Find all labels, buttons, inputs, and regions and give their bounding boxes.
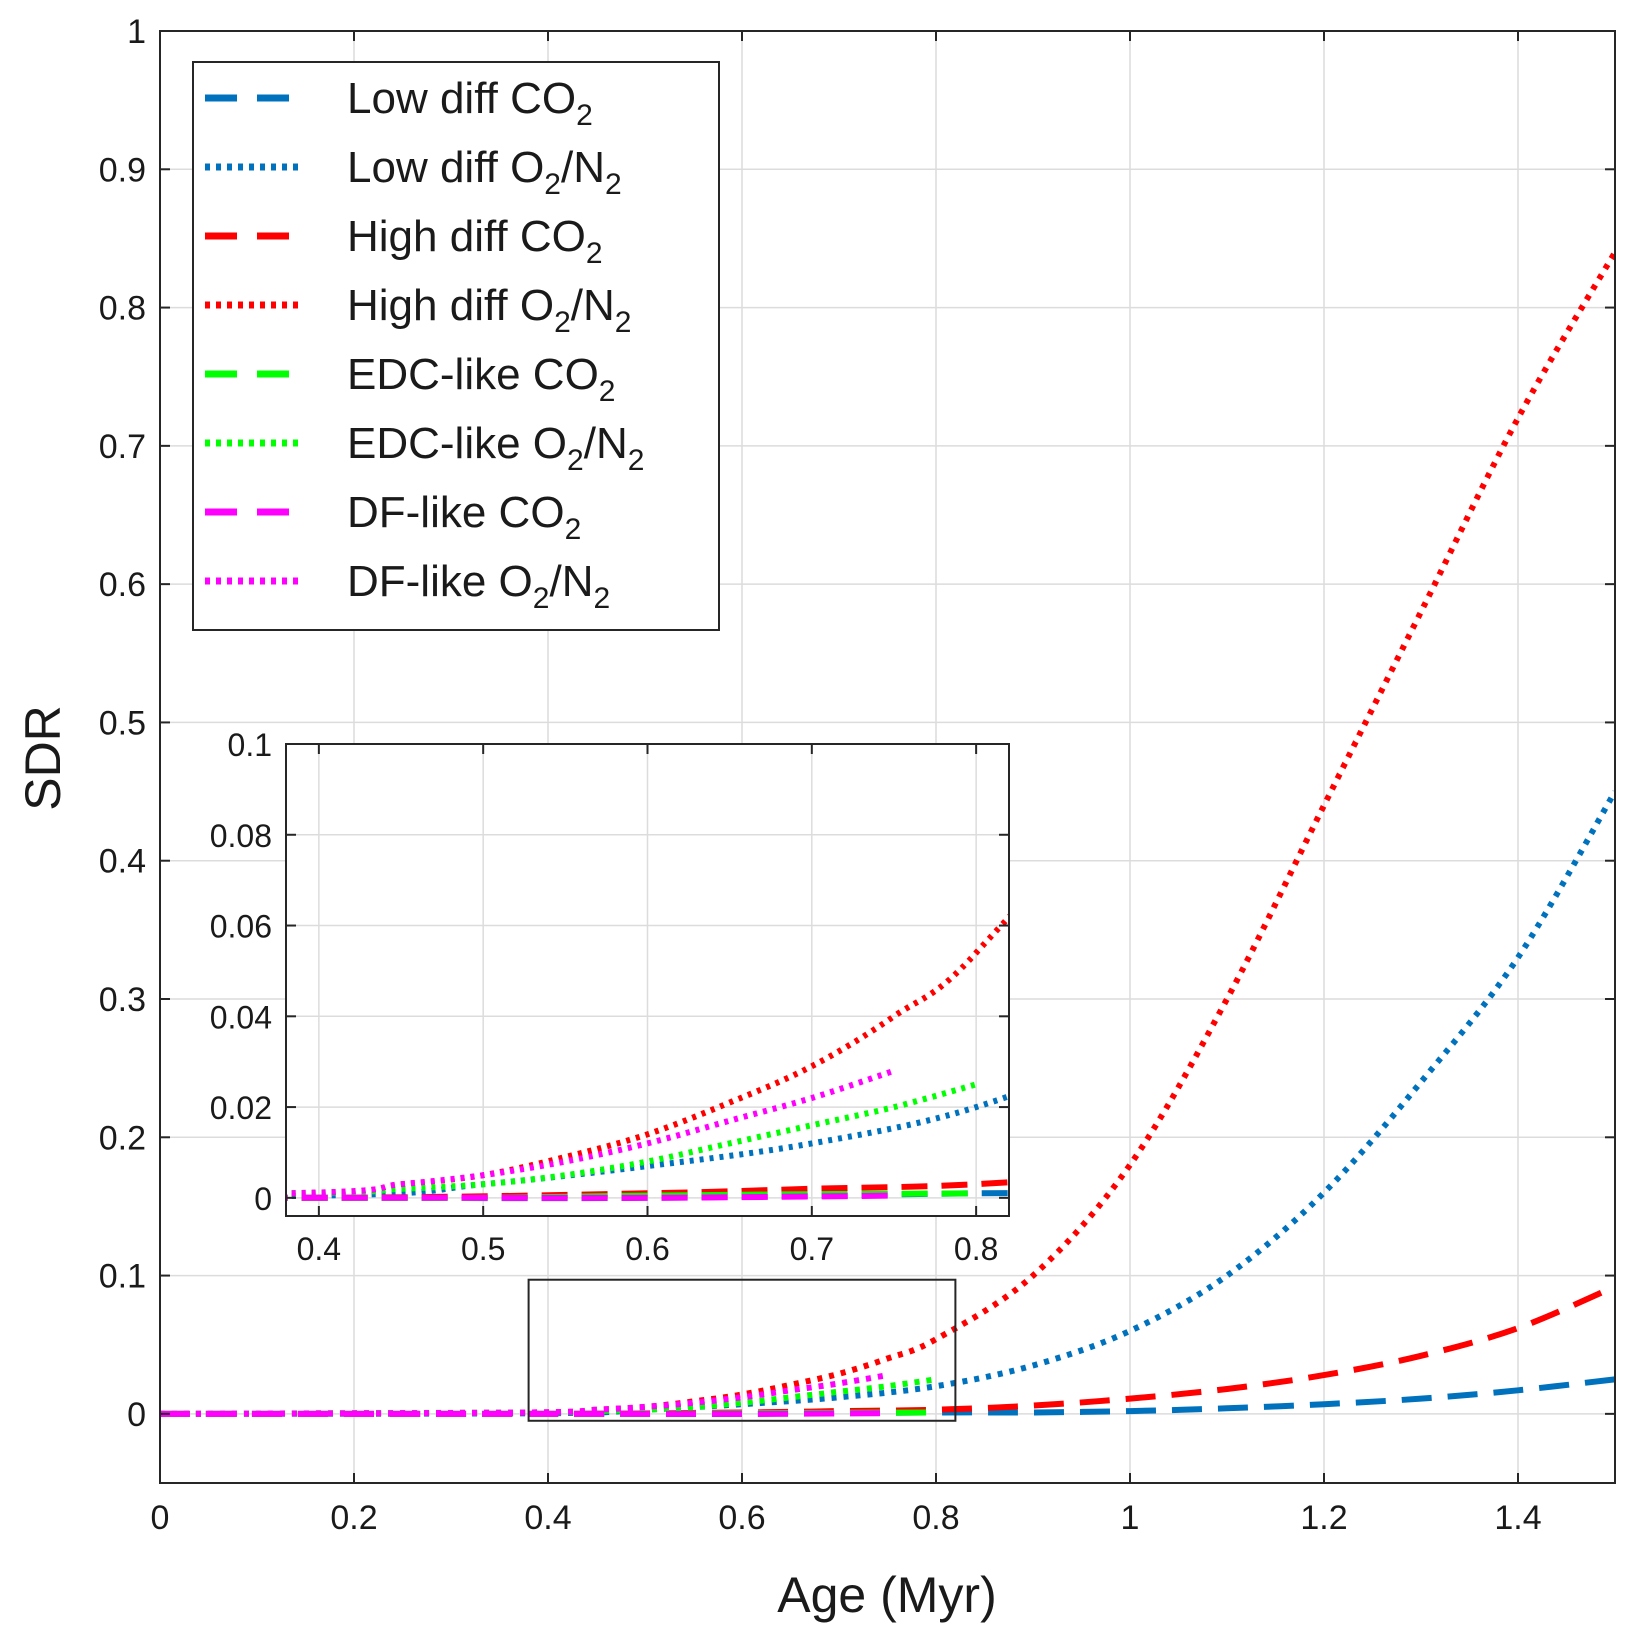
legend-label-low-diff-co2: Low diff CO2 [347, 74, 593, 132]
inset-x-tick-label: 0.6 [625, 1231, 669, 1267]
series-low-diff-co2 [160, 1376, 1615, 1417]
main-x-tick-label: 0.4 [524, 1499, 571, 1537]
inset-x-tick-label: 0.4 [297, 1231, 341, 1267]
legend-label-df-like-co2: DF-like CO2 [347, 488, 581, 546]
inset-y-tick-label: 0.1 [228, 727, 272, 763]
inset-series-group [286, 912, 1009, 1202]
main-y-tick-label: 0 [127, 1396, 146, 1434]
inset-y-tick-label: 0.06 [210, 909, 272, 945]
legend-label-edc-like-co2: EDC-like CO2 [347, 350, 615, 408]
main-series-group [160, 250, 1615, 1417]
legend: Low diff CO2 Low diff O2/N2 High diff CO2 H… [192, 61, 720, 631]
inset-x-tick-label: 0.5 [461, 1231, 505, 1267]
main-y-ticks: 0 0.1 0.2 0.3 0.4 0.5 0.6 0.7 0.8 0.9 1 [99, 13, 1615, 1434]
legend-items: Low diff CO2 Low diff O2/N2 High diff CO2 H… [205, 74, 644, 615]
inset-plot: 0.4 0.5 0.6 0.7 0.8 0 0.02 0.04 0.06 0.08 0.1 [210, 727, 1010, 1267]
legend-label-high-diff-o2-n2: High diff O2/N2 [347, 281, 631, 339]
main-y-tick-label: 0.5 [99, 704, 146, 742]
main-y-tick-label: 0.4 [99, 843, 146, 881]
series-df-like-o2-n2 [160, 1372, 889, 1417]
inset-y-ticks: 0 0.02 0.04 0.06 0.08 0.1 [210, 727, 1009, 1217]
x-axis-label: Age (Myr) [777, 1567, 996, 1623]
inset-x-ticks: 0.4 0.5 0.6 0.7 0.8 [297, 744, 998, 1267]
main-y-tick-label: 0.7 [99, 428, 146, 466]
legend-label-high-diff-co2: High diff CO2 [347, 212, 603, 270]
main-x-tick-label: 0.6 [718, 1499, 765, 1537]
legend-label-edc-like-o2-n2: EDC-like O2/N2 [347, 419, 644, 477]
series-high-diff-co2 [160, 1283, 1615, 1417]
inset-y-tick-label: 0.02 [210, 1090, 272, 1126]
main-y-tick-label: 0.3 [99, 981, 146, 1019]
zoom-region-box [527, 1278, 957, 1422]
main-y-tick-label: 0.8 [99, 290, 146, 328]
legend-label-df-like-o2-n2: DF-like O2/N2 [347, 557, 610, 615]
inset-x-tick-label: 0.8 [954, 1231, 998, 1267]
inset-y-tick-label: 0.04 [210, 999, 272, 1035]
main-y-tick-label: 1 [127, 13, 146, 51]
inset-y-tick-label: 0.08 [210, 818, 272, 854]
main-y-tick-label: 0.1 [99, 1258, 146, 1296]
main-x-tick-label: 1.2 [1300, 1499, 1347, 1537]
main-y-tick-label: 0.9 [99, 151, 146, 189]
main-y-tick-label: 0.2 [99, 1119, 146, 1157]
legend-box [192, 61, 720, 631]
inset-series-edc-like-o2-n2 [286, 1081, 977, 1197]
inset-x-tick-label: 0.7 [790, 1231, 834, 1267]
inset-series-df-like-o2-n2 [286, 1067, 895, 1197]
main-x-ticks: 0 0.2 0.4 0.6 0.8 1 1.2 1.4 [151, 31, 1542, 1537]
inset-y-tick-label: 0 [254, 1181, 272, 1217]
main-x-tick-label: 1 [1121, 1499, 1140, 1537]
main-plot-frame [159, 30, 1616, 1484]
main-x-tick-label: 0.2 [330, 1499, 377, 1537]
y-axis-label: SDR [15, 705, 71, 811]
inset-series-df-like-co2 [286, 1192, 895, 1201]
main-x-tick-label: 0.8 [912, 1499, 959, 1537]
legend-label-low-diff-o2-n2: Low diff O2/N2 [347, 143, 622, 201]
main-x-tick-label: 1.4 [1494, 1499, 1541, 1537]
series-low-diff-o2-n2 [160, 790, 1615, 1417]
series-df-like-co2 [160, 1410, 888, 1417]
main-y-tick-label: 0.6 [99, 566, 146, 604]
main-x-tick-label: 0 [151, 1499, 170, 1537]
